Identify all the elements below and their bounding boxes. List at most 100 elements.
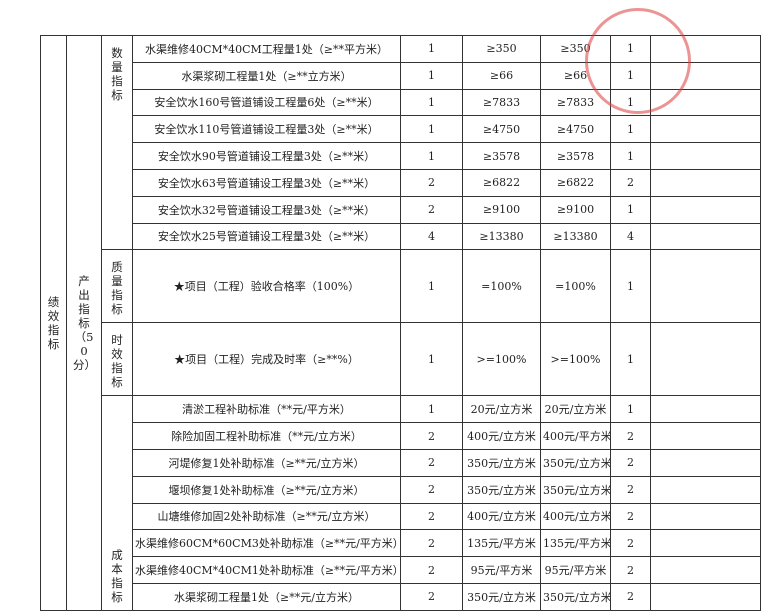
remark <box>650 222 761 251</box>
score: 1 <box>400 249 463 324</box>
group-label: 时效指标 <box>101 322 133 397</box>
table-row: 除险加固工程补助标准（**元/立方米） 2 400元/立方米 400元/平方米 2 <box>41 422 761 450</box>
target-value: 350元/立方米 <box>462 475 541 504</box>
item: 水渠浆砌工程量1处（≥**立方米） <box>132 61 401 90</box>
table-row: 水渠浆砌工程量1处（≥**立方米） 1 ≥66 ≥66 1 <box>41 61 761 90</box>
target-value: ≥3578 <box>462 142 541 170</box>
points: 1 <box>610 61 651 90</box>
remark <box>650 395 761 424</box>
actual-value: 95元/平方米 <box>540 556 611 584</box>
item: 安全饮水32号管道铺设工程量3处（≥**米） <box>132 195 401 224</box>
target-value: ≥9100 <box>462 195 541 224</box>
points: 2 <box>610 422 651 450</box>
remark <box>650 529 761 558</box>
score: 2 <box>400 475 463 504</box>
item: 安全饮水63号管道铺设工程量3处（≥**米） <box>132 168 401 197</box>
target-value: ≥7833 <box>462 88 541 117</box>
table-row: 堰坝修复1处补助标准（≥**元/立方米） 2 350元/立方米 350元/立方米 2 <box>41 475 761 504</box>
score: 2 <box>400 168 463 197</box>
points: 2 <box>610 448 651 477</box>
score: 2 <box>400 529 463 558</box>
actual-value: ≥350 <box>540 35 611 63</box>
group-label: 质量指标 <box>101 249 133 324</box>
actual-value: ≥9100 <box>540 195 611 224</box>
table-row: 质量指标 ★项目（工程）验收合格率（100%） 1 =100% =100% 1 <box>41 249 761 324</box>
target-value: ≥13380 <box>462 222 541 251</box>
score: 2 <box>400 422 463 450</box>
target-value: 20元/立方米 <box>462 395 541 424</box>
table-row: 时效指标 ★项目（工程）完成及时率（≥**%） 1 >=100% >=100% 1 <box>41 322 761 397</box>
target-value: 135元/平方米 <box>462 529 541 558</box>
actual-value: ≥66 <box>540 61 611 90</box>
target-value: ≥350 <box>462 35 541 63</box>
points: 1 <box>610 395 651 424</box>
points: 1 <box>610 115 651 144</box>
target-value: 400元/立方米 <box>462 422 541 450</box>
item: 水渠浆砌工程量1处（≥**元/立方米） <box>132 582 401 611</box>
actual-value: 20元/立方米 <box>540 395 611 424</box>
points: 2 <box>610 502 651 531</box>
points: 2 <box>610 556 651 584</box>
item: 堰坝修复1处补助标准（≥**元/立方米） <box>132 475 401 504</box>
points: 2 <box>610 582 651 611</box>
points: 1 <box>610 322 651 397</box>
table-row: 安全饮水160号管道铺设工程量6处（≥**米） 1 ≥7833 ≥7833 1 <box>41 88 761 117</box>
remark <box>650 249 761 324</box>
table-row: 安全饮水90号管道铺设工程量3处（≥**米） 1 ≥3578 ≥3578 1 <box>41 142 761 170</box>
target-value: 350元/立方米 <box>462 448 541 477</box>
actual-value: ≥4750 <box>540 115 611 144</box>
target-value: ≥6822 <box>462 168 541 197</box>
table-row: 安全饮水32号管道铺设工程量3处（≥**米） 2 ≥9100 ≥9100 1 <box>41 195 761 224</box>
actual-value: ≥3578 <box>540 142 611 170</box>
table-row: 成本指标 清淤工程补助标准（**元/平方米） 1 20元/立方米 20元/立方米 1 <box>41 395 761 611</box>
item: 水渠维修60CM*60CM3处补助标准（≥**元/平方米） <box>132 529 401 558</box>
target-value: =100% <box>462 249 541 324</box>
table-body: 绩效指标 产出指标（50分） 数量指标 水渠维修40CM*40CM工程量1处（≥**平… <box>40 34 761 611</box>
target-value: 400元/立方米 <box>462 502 541 531</box>
remark <box>650 502 761 531</box>
remark <box>650 422 761 450</box>
actual-value: 400元/立方米 <box>540 502 611 531</box>
remark <box>650 322 761 397</box>
item: 除险加固工程补助标准（**元/立方米） <box>132 422 401 450</box>
score: 1 <box>400 115 463 144</box>
target-value: 95元/平方米 <box>462 556 541 584</box>
score: 2 <box>400 195 463 224</box>
table-row: 安全饮水63号管道铺设工程量3处（≥**米） 2 ≥6822 ≥6822 2 <box>41 168 761 197</box>
remark <box>650 556 761 584</box>
item: 水渠维修40CM*40CM工程量1处（≥**平方米） <box>132 35 401 63</box>
table-row: 山塘维修加固2处补助标准（≥**元/立方米） 2 400元/立方米 400元/立方米 2 <box>41 502 761 531</box>
item: 河堤修复1处补助标准（≥**元/立方米） <box>132 448 401 477</box>
target-value: ≥4750 <box>462 115 541 144</box>
indicator-label: 绩效指标 <box>40 35 67 611</box>
remark <box>650 448 761 477</box>
remark <box>650 115 761 144</box>
score: 1 <box>400 61 463 90</box>
remark <box>650 475 761 504</box>
actual-value: ≥7833 <box>540 88 611 117</box>
remark <box>650 142 761 170</box>
actual-value: 350元/立方米 <box>540 448 611 477</box>
table-row: 水渠浆砌工程量1处（≥**元/立方米） 2 350元/立方米 350元/立方米 2 <box>41 582 761 611</box>
item: 安全饮水110号管道铺设工程量3处（≥**米） <box>132 115 401 144</box>
page: 绩效指标 产出指标（50分） 数量指标 水渠维修40CM*40CM工程量1处（≥**平… <box>40 8 761 611</box>
remark <box>650 168 761 197</box>
points: 1 <box>610 195 651 224</box>
score: 1 <box>400 88 463 117</box>
actual-value: ≥13380 <box>540 222 611 251</box>
category-label: 产出指标（50分） <box>66 35 102 611</box>
score: 2 <box>400 502 463 531</box>
group-label: 成本指标 <box>101 395 133 611</box>
score: 2 <box>400 448 463 477</box>
score: 2 <box>400 582 463 611</box>
points: 1 <box>610 249 651 324</box>
score: 1 <box>400 322 463 397</box>
remark <box>650 582 761 611</box>
item: ★项目（工程）验收合格率（100%） <box>132 249 401 324</box>
table-row: 水渠维修40CM*40CM1处补助标准（≥**元/平方米） 2 95元/平方米 95元… <box>41 556 761 584</box>
item: 水渠维修40CM*40CM1处补助标准（≥**元/平方米） <box>132 556 401 584</box>
table-row: 水渠维修60CM*60CM3处补助标准（≥**元/平方米） 2 135元/平方米 13… <box>41 529 761 558</box>
actual-value: =100% <box>540 249 611 324</box>
item: 清淤工程补助标准（**元/平方米） <box>132 395 401 424</box>
item: 安全饮水90号管道铺设工程量3处（≥**米） <box>132 142 401 170</box>
